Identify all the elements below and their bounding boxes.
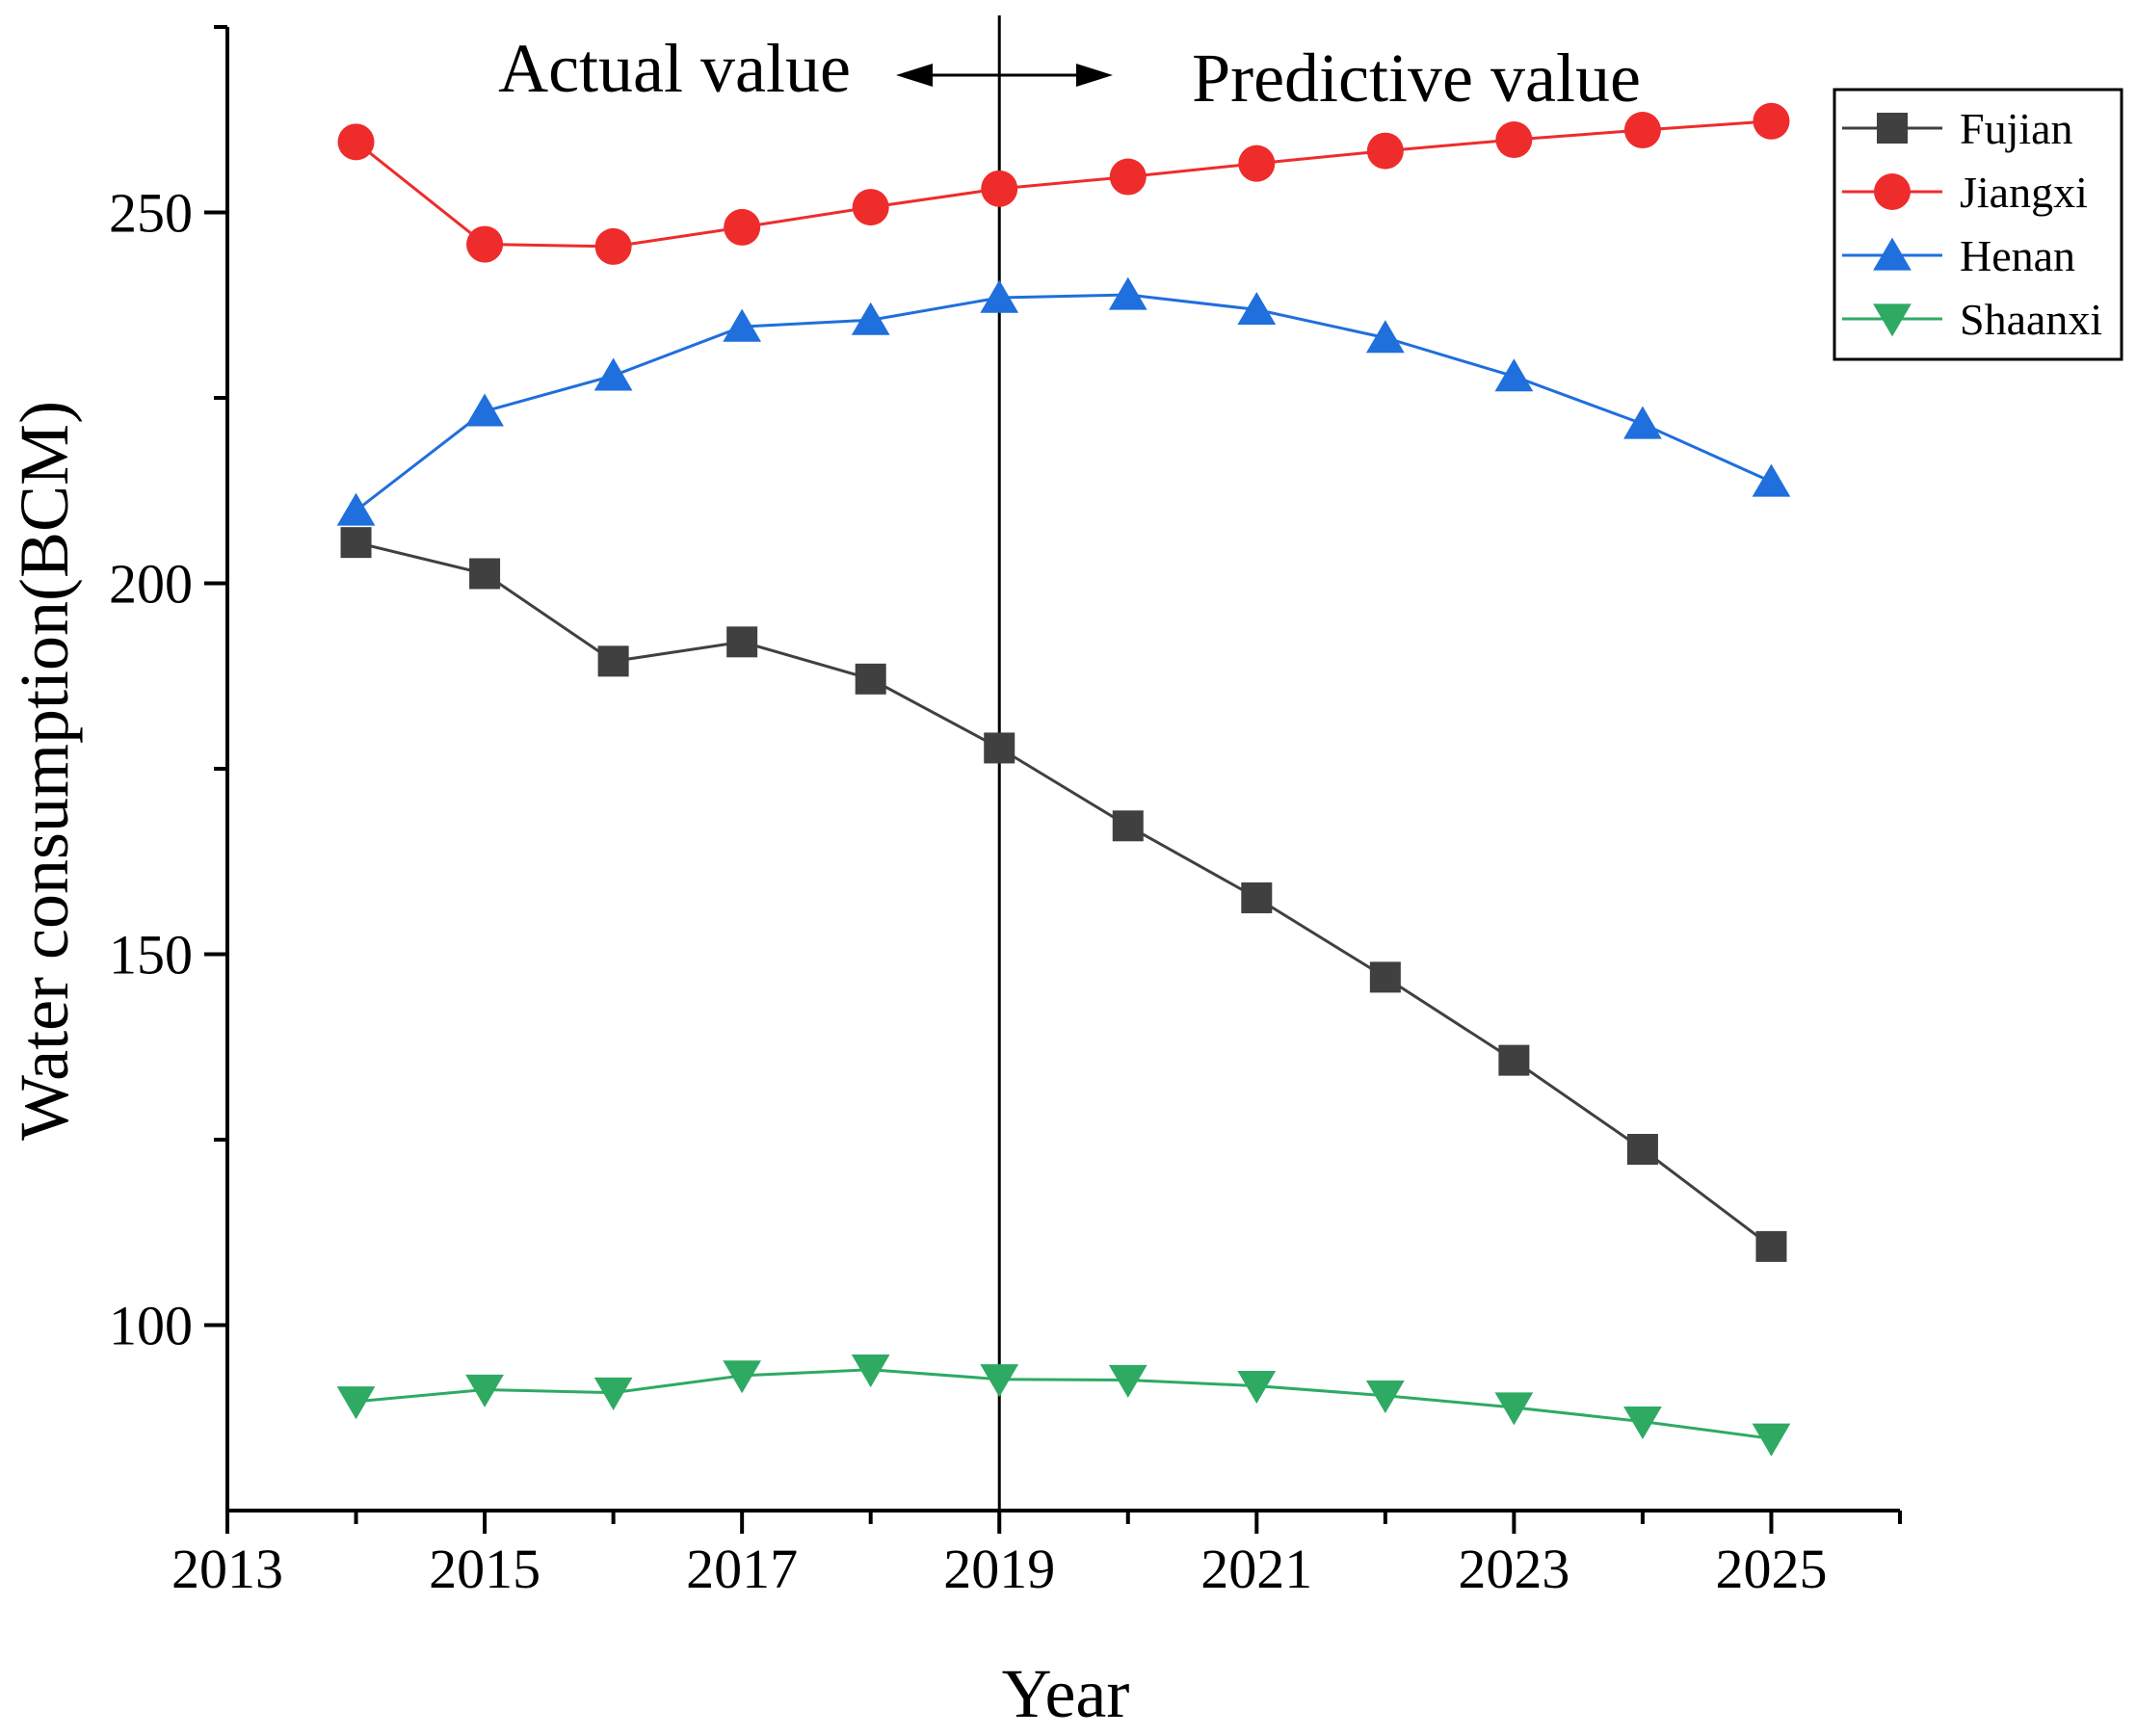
henan-point [1237, 291, 1277, 326]
x-tick-label: 2021 [1200, 1538, 1312, 1600]
x-tick-label: 2017 [686, 1538, 798, 1600]
legend-item-fujian: Fujian [1842, 104, 2073, 153]
x-axis-title: Year [1002, 1655, 1130, 1732]
shaanxi-point [465, 1374, 504, 1407]
jiangxi-point [724, 208, 761, 246]
y-tick-label: 200 [109, 553, 193, 616]
henan-point [336, 492, 376, 526]
jiangxi-point [852, 189, 889, 226]
shaanxi-point [1237, 1371, 1277, 1405]
henan-point [723, 308, 762, 342]
legend-marker [1877, 113, 1908, 144]
jiangxi-point [1623, 112, 1661, 149]
divider: Actual value Predictive value [498, 15, 1641, 1511]
legend-label: Henan [1960, 231, 2075, 280]
fujian-point [1369, 961, 1401, 993]
shaanxi-point [1623, 1406, 1662, 1439]
actual-value-label: Actual value [498, 30, 851, 107]
x-tick-label: 2025 [1715, 1538, 1827, 1600]
series-fujian [340, 527, 1787, 1262]
jiangxi-point [466, 225, 504, 263]
shaanxi-point [723, 1360, 762, 1394]
jiangxi-point [981, 170, 1018, 207]
legend-item-jiangxi: Jiangxi [1842, 168, 2088, 217]
fujian-point [340, 527, 372, 559]
x-tick-label: 2013 [171, 1538, 283, 1600]
shaanxi-point [593, 1377, 633, 1410]
shaanxi-point [1752, 1423, 1791, 1457]
y-tick-label: 150 [109, 924, 193, 986]
henan-line [355, 293, 1773, 513]
shaanxi-point [851, 1355, 890, 1388]
henan-point [980, 279, 1019, 313]
shaanxi-line [356, 1368, 1772, 1440]
henan-point [465, 393, 504, 427]
arrow-right-head [1076, 64, 1113, 87]
shaanxi-point [336, 1386, 376, 1420]
x-tick-label: 2019 [943, 1538, 1055, 1600]
predictive-value-label: Predictive value [1192, 39, 1641, 117]
y-tick-label: 250 [109, 182, 193, 245]
henan-point [1494, 358, 1534, 392]
legend-item-henan: Henan [1842, 231, 2075, 280]
henan-point [1108, 276, 1147, 310]
series-jiangxi [337, 102, 1790, 265]
fujian-point [855, 663, 886, 695]
arrow-left-head [896, 64, 933, 87]
jiangxi-point [1238, 145, 1276, 182]
axes: 2013 2015 2017 2019 2021 2023 2025 100 150 200 250… [6, 25, 1902, 1732]
shaanxi-point [1365, 1381, 1405, 1414]
fujian-point [726, 626, 758, 658]
series-henan [336, 276, 1791, 526]
legend-marker [1873, 237, 1912, 271]
jiangxi-line [355, 119, 1772, 249]
fujian-point [1498, 1044, 1530, 1076]
y-axis-title: Water consumption(BCM) [6, 401, 83, 1141]
shaanxi-point [980, 1364, 1019, 1398]
fujian-point [1626, 1134, 1658, 1166]
jiangxi-point [1495, 121, 1533, 159]
henan-point [1365, 320, 1405, 354]
fujian-point [1755, 1230, 1787, 1262]
shaanxi-point [1494, 1392, 1534, 1426]
henan-point [851, 302, 890, 335]
legend: Fujian Jiangxi Henan Shaanxi [1833, 88, 2123, 361]
jiangxi-point [1753, 102, 1790, 140]
legend-label: Fujian [1960, 104, 2073, 153]
fujian-point [984, 732, 1015, 764]
jiangxi-point [1366, 132, 1404, 170]
jiangxi-point [594, 227, 632, 265]
legend-label: Shaanxi [1960, 295, 2102, 344]
series-shaanxi [336, 1355, 1791, 1457]
legend-item-shaanxi: Shaanxi [1842, 295, 2102, 344]
x-tick-label: 2015 [429, 1538, 541, 1600]
legend-marker [1873, 303, 1912, 337]
legend-label: Jiangxi [1960, 168, 2088, 217]
shaanxi-point [1108, 1364, 1147, 1398]
fujian-point [1241, 881, 1273, 913]
henan-point [1623, 406, 1662, 439]
henan-point [1752, 463, 1791, 497]
x-tick-label: 2023 [1458, 1538, 1569, 1600]
fujian-point [1112, 810, 1144, 842]
y-tick-label: 100 [109, 1295, 193, 1357]
jiangxi-point [1109, 158, 1147, 196]
legend-marker [1874, 173, 1911, 210]
fujian-line [356, 540, 1773, 1249]
fujian-point [597, 645, 629, 677]
jiangxi-point [337, 123, 375, 161]
series-group [336, 102, 1791, 1457]
henan-point [593, 357, 633, 391]
fujian-point [469, 558, 501, 590]
